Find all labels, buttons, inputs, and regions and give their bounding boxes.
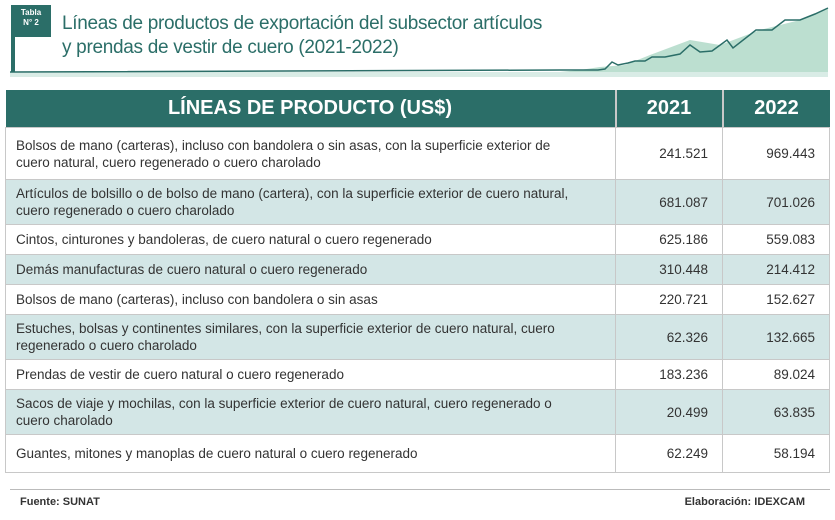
value-2022-cell: 63.835 xyxy=(722,389,830,435)
value-2022-cell: 701.026 xyxy=(722,179,830,225)
product-cell: Cintos, cinturones y bandoleras, de cuer… xyxy=(5,224,616,255)
value-2022-cell: 89.024 xyxy=(722,359,830,390)
header: Tabla N° 2 Líneas de productos de exporta… xyxy=(0,0,835,80)
value-2021-cell: 183.236 xyxy=(615,359,723,390)
table-row: Sacos de viaje y mochilas, con la superf… xyxy=(5,389,830,435)
table-number-badge: Tabla N° 2 xyxy=(11,5,51,37)
table-row: Prendas de vestir de cuero natural o cue… xyxy=(5,359,830,390)
table-row: Bolsos de mano (carteras), incluso con b… xyxy=(5,284,830,315)
value-2022-cell: 152.627 xyxy=(722,284,830,315)
value-2021-cell: 681.087 xyxy=(615,179,723,225)
product-cell: Prendas de vestir de cuero natural o cue… xyxy=(5,359,616,390)
credit-note: Elaboración: IDEXCAM xyxy=(684,496,805,508)
value-2021-cell: 241.521 xyxy=(615,127,723,180)
product-cell: Guantes, mitones y manoplas de cuero nat… xyxy=(5,434,616,473)
value-2021-cell: 20.499 xyxy=(615,389,723,435)
table-row: Demás manufacturas de cuero natural o cu… xyxy=(5,254,830,285)
source-note: Fuente: SUNAT xyxy=(20,496,100,508)
value-2021-cell: 220.721 xyxy=(615,284,723,315)
export-table: LÍNEAS DE PRODUCTO (US$) 2021 2022 Bolso… xyxy=(5,90,830,473)
product-cell: Estuches, bolsas y continentes similares… xyxy=(5,314,616,360)
value-2021-cell: 62.326 xyxy=(615,314,723,360)
product-cell: Artículos de bolsillo o de bolso de mano… xyxy=(5,179,616,225)
col-2022: 2022 xyxy=(721,90,830,128)
value-2022-cell: 214.412 xyxy=(722,254,830,285)
col-2021: 2021 xyxy=(614,90,723,128)
table-row: Bolsos de mano (carteras), incluso con b… xyxy=(5,127,830,180)
product-cell: Bolsos de mano (carteras), incluso con b… xyxy=(5,127,616,180)
value-2022-cell: 559.083 xyxy=(722,224,830,255)
product-cell: Bolsos de mano (carteras), incluso con b… xyxy=(5,284,616,315)
decorative-trend-graphic xyxy=(9,7,829,77)
col-product: LÍNEAS DE PRODUCTO (US$) xyxy=(5,90,616,128)
value-2021-cell: 62.249 xyxy=(615,434,723,473)
table-row: Estuches, bolsas y continentes similares… xyxy=(5,314,830,360)
table-header: LÍNEAS DE PRODUCTO (US$) 2021 2022 xyxy=(5,90,830,128)
page-title: Líneas de productos de exportación del s… xyxy=(62,13,543,58)
accent-bar xyxy=(11,37,15,72)
value-2022-cell: 58.194 xyxy=(722,434,830,473)
value-2021-cell: 625.186 xyxy=(615,224,723,255)
value-2021-cell: 310.448 xyxy=(615,254,723,285)
footer-divider xyxy=(10,489,830,490)
table-row: Artículos de bolsillo o de bolso de mano… xyxy=(5,179,830,225)
product-cell: Sacos de viaje y mochilas, con la superf… xyxy=(5,389,616,435)
value-2022-cell: 132.665 xyxy=(722,314,830,360)
product-cell: Demás manufacturas de cuero natural o cu… xyxy=(5,254,616,285)
table-row: Cintos, cinturones y bandoleras, de cuer… xyxy=(5,224,830,255)
table-row: Guantes, mitones y manoplas de cuero nat… xyxy=(5,434,830,473)
value-2022-cell: 969.443 xyxy=(722,127,830,180)
